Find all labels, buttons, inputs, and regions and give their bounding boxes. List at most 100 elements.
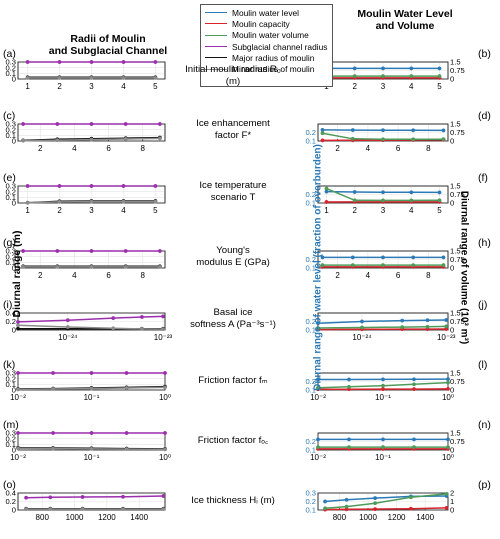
water-x-tick-label: 10⁻²	[310, 453, 326, 462]
radii-channel-point	[24, 495, 29, 500]
water-water_level-point	[344, 497, 349, 502]
radii-minor-point	[163, 385, 167, 390]
radii-channel-point	[153, 60, 158, 64]
radii-channel-point	[57, 60, 62, 64]
water-y-tick-label: 0.1	[305, 326, 316, 335]
radii-minor-point	[153, 199, 158, 204]
radii-x-tick-label: 2	[57, 206, 62, 215]
radii-channel-point	[121, 184, 126, 188]
radii-minor-point	[157, 264, 162, 269]
water-water_level-point	[381, 190, 385, 195]
radii-y-tick-label: 0	[12, 264, 16, 273]
water-volume-point	[320, 131, 325, 136]
water-capacity-point	[381, 387, 385, 392]
radii-y-tick-label: 0.2	[5, 497, 16, 506]
radii-channel-point	[55, 122, 60, 126]
radii-channel-point	[124, 371, 129, 375]
water-water_level-point	[316, 437, 320, 442]
water-volume-point	[411, 263, 416, 268]
radii-y-tick-label: 0.1	[5, 440, 16, 449]
parameter-label-line: Friction factor fₒ꜀	[197, 435, 269, 446]
water-y-tick-label: 0.2	[305, 190, 316, 199]
radii-y-tick-label: 0	[12, 137, 16, 146]
volume-y-tick-label: 0	[450, 506, 454, 515]
radii-channel-point	[89, 122, 94, 126]
radii-x-tick-label: 2	[57, 82, 62, 91]
water-y-tick-label: 0.2	[305, 255, 316, 264]
water-x-tick-label: 1	[324, 206, 329, 215]
radii-x-tick-label: 6	[106, 144, 111, 153]
volume-y-tick-label: 0.75	[450, 437, 465, 446]
water-water_level-point	[352, 66, 357, 71]
radii-x-tick-label: 2	[38, 271, 43, 280]
radii-x-tick-label: 8	[141, 271, 146, 280]
radii-x-tick-label: 1	[25, 82, 30, 91]
radii-x-tick-label: 1	[25, 206, 30, 215]
water-x-tick-label: 10⁻²³	[437, 333, 456, 342]
water-water_level-point	[412, 377, 416, 382]
water-panel-border	[317, 492, 449, 511]
legend-entry: Major radius of moulin	[205, 52, 328, 63]
water-volume-point	[316, 326, 320, 330]
radii-minor-point	[124, 386, 129, 390]
panel-letter-left-line: (m)	[3, 419, 19, 431]
water-volume-point	[409, 198, 414, 203]
water-water_level-point	[316, 321, 320, 326]
legend-label: Minor radius of moulin	[232, 64, 315, 75]
water-capacity-point	[444, 505, 449, 510]
water-volume-point	[409, 74, 414, 79]
radii-channel-point	[163, 431, 167, 435]
parameter-label: Ice temperature scenario T	[178, 180, 288, 203]
water-volume-point	[425, 324, 430, 329]
water-x-tick-label: 10⁰	[442, 393, 454, 402]
volume-y-tick-label: 1.5	[450, 58, 461, 67]
volume-y-tick-label: 1.5	[450, 182, 461, 191]
legend-swatch	[205, 34, 227, 36]
water-capacity-point	[446, 386, 450, 391]
water-volume-point	[347, 384, 351, 389]
water-volume-point	[400, 325, 405, 330]
radii-channel-point	[48, 495, 53, 500]
volume-y-tick-label: 0.75	[450, 255, 465, 264]
water-x-tick-label: 5	[437, 206, 442, 215]
right-y-axis-label-volume: Diurnal range of volume (10³ m³)	[458, 190, 470, 345]
radii-x-tick-label: 2	[38, 144, 43, 153]
water-x-tick-label: 1200	[388, 513, 406, 522]
radii-x-tick-label: 4	[121, 82, 126, 91]
panel-letter-right: (n)	[478, 419, 491, 431]
panel-letter-left: (o)	[3, 479, 16, 491]
radii-channel-point	[111, 316, 116, 321]
radii-channel-point	[65, 318, 70, 323]
water-x-tick-label: 10⁻¹	[375, 393, 391, 402]
water-x-tick-label: 800	[333, 513, 347, 522]
water-volume-point	[444, 491, 449, 496]
panel-letter-left: (k)	[3, 359, 15, 371]
radii-channel-point	[89, 184, 94, 188]
volume-y-tick-label: 0	[450, 386, 454, 395]
radii-x-tick-label: 10⁻²	[10, 393, 26, 402]
radii-channel-point	[121, 494, 125, 499]
radii-minor-point	[55, 138, 60, 143]
volume-y-tick-label: 1.5	[450, 369, 461, 378]
water-capacity-point	[408, 506, 413, 511]
legend-swatch	[205, 57, 227, 59]
legend-label: Major radius of moulin	[232, 52, 315, 63]
legend-entry: Moulin capacity	[205, 18, 328, 29]
legend-label: Moulin capacity	[232, 18, 290, 29]
water-y-tick-label: 0.1	[305, 199, 316, 208]
radii-minor-point	[161, 327, 165, 332]
water-water_level-point	[347, 437, 351, 442]
radii-minor-point	[21, 138, 26, 143]
water-y-tick-label: 0.3	[305, 489, 316, 498]
water-water_level-point	[411, 255, 416, 260]
radii-minor-point	[16, 387, 20, 392]
panel-letter-left: (c)	[3, 110, 15, 122]
water-water_level-point	[350, 128, 355, 133]
water-x-tick-label: 3	[381, 82, 386, 91]
volume-y-tick-label: 0	[450, 446, 454, 455]
panel-letter-right-line: (h)	[478, 237, 491, 249]
radii-y-tick-label: 0.1	[5, 69, 16, 78]
radii-y-tick-label: 0.2	[5, 125, 16, 134]
radii-y-tick-label: 0.3	[5, 247, 16, 256]
volume-y-tick-label: 0	[450, 264, 454, 273]
